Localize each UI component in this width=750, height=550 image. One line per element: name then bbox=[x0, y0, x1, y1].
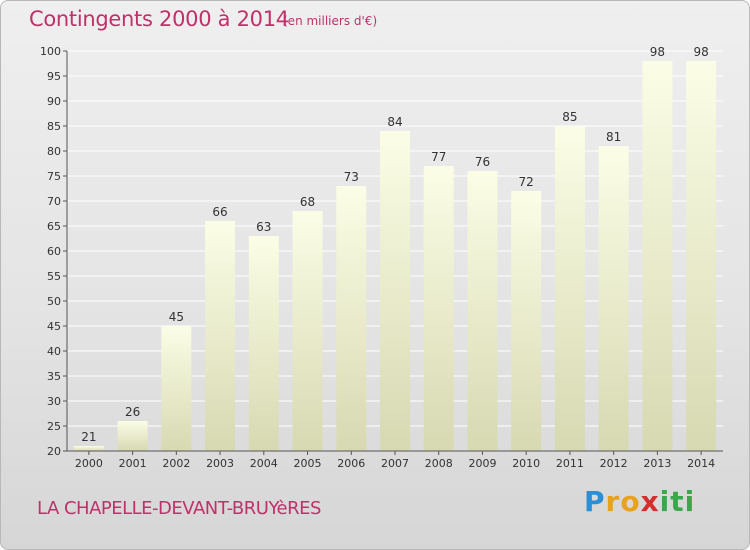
y-tick-label: 55 bbox=[47, 270, 61, 283]
data-label: 66 bbox=[212, 205, 227, 219]
y-tick-label: 35 bbox=[47, 370, 61, 383]
data-label: 76 bbox=[475, 155, 490, 169]
brand-letter: t bbox=[670, 485, 685, 518]
brand-logo: Proxiti bbox=[584, 485, 695, 518]
data-label: 81 bbox=[606, 130, 621, 144]
data-label: 98 bbox=[650, 45, 665, 59]
brand-letter: r bbox=[605, 485, 621, 518]
bar bbox=[686, 61, 717, 451]
data-label: 63 bbox=[256, 220, 271, 234]
y-tick-label: 50 bbox=[47, 295, 61, 308]
x-tick-label: 2013 bbox=[643, 457, 671, 470]
y-tick-label: 85 bbox=[47, 120, 61, 133]
data-label: 68 bbox=[300, 195, 315, 209]
x-tick-label: 2012 bbox=[600, 457, 628, 470]
data-label: 84 bbox=[387, 115, 402, 129]
data-label: 98 bbox=[693, 45, 708, 59]
x-tick-label: 2005 bbox=[294, 457, 322, 470]
y-tick-label: 95 bbox=[47, 70, 61, 83]
bar bbox=[598, 146, 629, 451]
y-tick-label: 30 bbox=[47, 395, 61, 408]
y-tick-label: 45 bbox=[47, 320, 61, 333]
labels: 20 25 30 35 40 45 50 55 60 65 70 75 80 85 90 95 100 21 200… bbox=[40, 45, 715, 470]
x-tick-label: 2004 bbox=[250, 457, 278, 470]
commune-name: LA CHAPELLE-DEVANT-BRUYèRES bbox=[37, 498, 321, 519]
data-label: 45 bbox=[169, 310, 184, 324]
y-tick-label: 20 bbox=[47, 445, 61, 458]
bar bbox=[554, 126, 585, 451]
bar bbox=[248, 236, 279, 451]
chart-subtitle: (en milliers d'€) bbox=[283, 14, 378, 28]
y-tick-label: 65 bbox=[47, 220, 61, 233]
x-tick-label: 2001 bbox=[119, 457, 147, 470]
x-tick-label: 2002 bbox=[162, 457, 190, 470]
x-tick-label: 2006 bbox=[337, 457, 365, 470]
bar bbox=[380, 131, 410, 451]
x-tick-label: 2009 bbox=[468, 457, 496, 470]
chart-title: Contingents 2000 à 2014 bbox=[29, 7, 289, 31]
x-tick-label: 2011 bbox=[556, 457, 584, 470]
x-tick-label: 2008 bbox=[425, 457, 453, 470]
x-tick-label: 2014 bbox=[687, 457, 715, 470]
axes bbox=[63, 50, 723, 455]
y-tick-label: 25 bbox=[47, 420, 61, 433]
data-label: 21 bbox=[81, 430, 96, 444]
bar bbox=[336, 186, 367, 451]
y-tick-label: 40 bbox=[47, 345, 61, 358]
bar bbox=[292, 211, 323, 451]
brand-letter: i bbox=[659, 485, 671, 518]
y-tick-label: 70 bbox=[47, 195, 61, 208]
brand-letter: o bbox=[620, 485, 641, 518]
y-tick-label: 90 bbox=[47, 95, 61, 108]
y-tick-label: 100 bbox=[40, 45, 61, 58]
data-label: 26 bbox=[125, 405, 140, 419]
bar bbox=[642, 61, 673, 451]
data-label: 85 bbox=[562, 110, 577, 124]
data-label: 72 bbox=[519, 175, 534, 189]
y-tick-label: 75 bbox=[47, 170, 61, 183]
bar bbox=[73, 446, 104, 451]
data-label: 77 bbox=[431, 150, 446, 164]
y-tick-label: 60 bbox=[47, 245, 61, 258]
x-tick-label: 2000 bbox=[75, 457, 103, 470]
data-label: 73 bbox=[344, 170, 359, 184]
bar bbox=[205, 221, 236, 451]
x-tick-label: 2003 bbox=[206, 457, 234, 470]
y-tick-label: 80 bbox=[47, 145, 61, 158]
bar bbox=[161, 326, 192, 451]
bar bbox=[117, 421, 148, 451]
x-tick-label: 2010 bbox=[512, 457, 540, 470]
bar bbox=[467, 171, 498, 451]
bar bbox=[423, 166, 454, 451]
bar bbox=[511, 191, 542, 451]
bars bbox=[73, 61, 717, 451]
brand-letter: P bbox=[584, 485, 606, 518]
brand-letter: i bbox=[684, 485, 696, 518]
brand-letter: x bbox=[640, 485, 660, 518]
x-tick-label: 2007 bbox=[381, 457, 409, 470]
